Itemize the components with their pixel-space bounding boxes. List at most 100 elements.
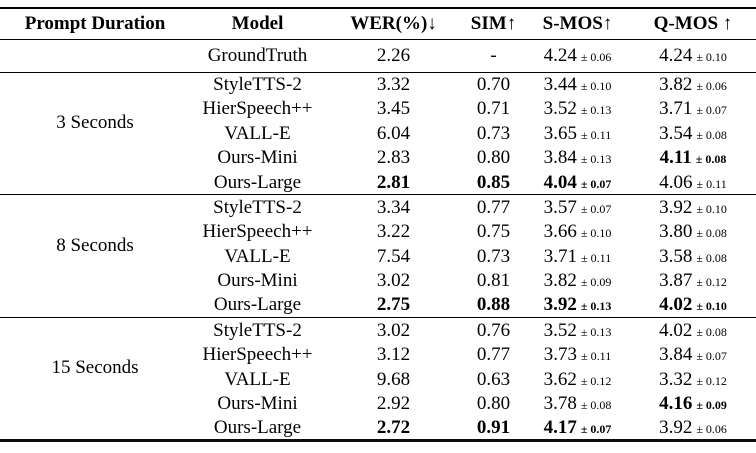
table-row: HierSpeech++ 3.22 0.75 3.66 ± 0.10 3.80 ± …: [0, 220, 756, 245]
smos-deviation: ± 0.13: [580, 324, 612, 339]
smos-value: 3.78: [543, 393, 577, 415]
smos-deviation: ± 0.09: [580, 275, 612, 290]
qmos-cell: 4.06 ± 0.11: [630, 170, 756, 196]
sim-value: 0.77: [476, 343, 511, 365]
qmos-value: 3.80: [659, 220, 693, 242]
wer-value: 2.83: [376, 147, 411, 169]
qmos-value: 3.58: [659, 245, 693, 267]
model-cell: GroundTruth: [190, 39, 325, 73]
header-smos: S-MOS↑: [525, 8, 630, 40]
qmos-deviation: ± 0.08: [696, 324, 727, 339]
header-wer: WER(%)↓: [325, 8, 462, 40]
sim-value: 0.75: [476, 220, 511, 242]
wer-value: 7.54: [376, 245, 411, 267]
model-name: HierSpeech++: [202, 220, 313, 242]
sim-value: 0.70: [476, 73, 511, 95]
smos-cell: 3.62 ± 0.12: [525, 367, 630, 392]
wer-cell: 3.34: [325, 195, 462, 220]
wer-cell: 3.02: [325, 269, 462, 294]
wer-value: 2.81: [376, 171, 411, 193]
qmos-value: 4.06: [659, 171, 693, 193]
header-prompt-duration: Prompt Duration: [0, 8, 190, 40]
model-cell: HierSpeech++: [190, 97, 325, 122]
header-sim: SIM↑: [462, 8, 525, 40]
model-name: Ours-Mini: [217, 393, 298, 415]
qmos-deviation: ± 0.10: [696, 299, 727, 314]
qmos-cell: 3.92 ± 0.10: [630, 195, 756, 220]
qmos-deviation: ± 0.09: [696, 398, 727, 413]
sim-value: 0.81: [476, 270, 511, 292]
qmos-deviation: ± 0.11: [696, 176, 727, 191]
qmos-value: 4.02: [659, 294, 693, 316]
sim-cell: 0.80: [462, 392, 525, 417]
smos-cell: 3.84 ± 0.13: [525, 146, 630, 171]
smos-value: 3.52: [543, 319, 577, 341]
section-8-seconds: 8 Seconds StyleTTS-2 3.34 0.77 3.57 ± 0.0…: [0, 194, 756, 319]
wer-value: 3.32: [376, 73, 411, 95]
qmos-value: 4.16: [659, 393, 693, 415]
header-model: Model: [190, 8, 325, 40]
model-cell: VALL-E: [190, 121, 325, 146]
model-cell: Ours-Mini: [190, 269, 325, 294]
sim-value: 0.91: [476, 416, 511, 438]
qmos-cell: 3.82 ± 0.06: [630, 72, 756, 97]
model-cell: Ours-Mini: [190, 146, 325, 171]
table-row: Ours-Mini 2.92 0.80 3.78 ± 0.08 4.16 ± 0.0…: [0, 392, 756, 417]
qmos-value: 3.87: [659, 270, 693, 292]
model-name: VALL-E: [224, 245, 291, 267]
smos-cell: 3.66 ± 0.10: [525, 220, 630, 245]
model-name: Ours-Large: [213, 416, 302, 438]
qmos-deviation: ± 0.12: [696, 275, 727, 290]
smos-deviation: ± 0.10: [580, 78, 612, 93]
duration-cell: 3 Seconds: [0, 72, 190, 196]
wer-value: 2.72: [376, 416, 411, 438]
qmos-deviation: ± 0.10: [696, 49, 727, 64]
smos-deviation: ± 0.11: [581, 127, 612, 142]
wer-cell: 6.04: [325, 121, 462, 146]
smos-cell: 4.04 ± 0.07: [525, 170, 630, 196]
model-name: HierSpeech++: [202, 97, 313, 119]
wer-cell: 3.02: [325, 318, 462, 343]
wer-value: 3.34: [376, 196, 411, 218]
smos-deviation: ± 0.11: [581, 250, 612, 265]
model-cell: Ours-Mini: [190, 392, 325, 417]
smos-value: 3.73: [543, 343, 578, 365]
table-row: Ours-Mini 2.83 0.80 3.84 ± 0.13 4.11 ± 0.0…: [0, 146, 756, 171]
sim-cell: 0.63: [462, 367, 525, 392]
table-row: VALL-E 6.04 0.73 3.65 ± 0.11 3.54 ± 0.08: [0, 121, 756, 146]
qmos-cell: 3.58 ± 0.08: [630, 244, 756, 269]
wer-cell: 3.45: [325, 97, 462, 122]
model-name: GroundTruth: [207, 44, 308, 66]
qmos-cell: 3.84 ± 0.07: [630, 343, 756, 368]
sim-value: 0.80: [476, 393, 511, 415]
table-row: VALL-E 9.68 0.63 3.62 ± 0.12 3.32 ± 0.12: [0, 367, 756, 392]
model-cell: StyleTTS-2: [190, 72, 325, 97]
duration-label: 3 Seconds: [56, 111, 134, 133]
table-row: 3 Seconds StyleTTS-2 3.32 0.70 3.44 ± 0.1…: [0, 72, 756, 196]
table-row: GroundTruth 2.26 - 4.24 ± 0.06 4.24 ± 0.10: [0, 39, 756, 73]
smos-deviation: ± 0.07: [580, 176, 612, 191]
sim-value: 0.76: [476, 319, 511, 341]
smos-value: 3.44: [543, 73, 577, 95]
sim-cell: 0.73: [462, 244, 525, 269]
wer-cell: 9.68: [325, 367, 462, 392]
smos-cell: 3.73 ± 0.11: [525, 343, 630, 368]
sim-cell: 0.77: [462, 195, 525, 220]
sim-cell: 0.91: [462, 416, 525, 441]
wer-cell: 3.22: [325, 220, 462, 245]
model-name: Ours-Mini: [217, 147, 298, 169]
qmos-cell: 4.02 ± 0.08: [630, 318, 756, 343]
model-cell: HierSpeech++: [190, 343, 325, 368]
model-cell: StyleTTS-2: [190, 195, 325, 220]
table-row: 15 Seconds StyleTTS-2 3.02 0.76 3.52 ± 0.…: [0, 318, 756, 378]
qmos-cell: 4.16 ± 0.09: [630, 392, 756, 417]
table-row: 8 Seconds StyleTTS-2 3.34 0.77 3.57 ± 0.0…: [0, 194, 756, 319]
sim-cell: 0.80: [462, 146, 525, 171]
paper-table-figure: Prompt Duration Model WER(%)↓ SIM↑ S-MOS…: [0, 7, 756, 443]
smos-deviation: ± 0.13: [580, 152, 612, 167]
qmos-deviation: ± 0.07: [696, 348, 727, 363]
duration-cell: 15 Seconds: [0, 318, 190, 441]
smos-cell: 3.44 ± 0.10: [525, 72, 630, 97]
wer-value: 2.92: [376, 393, 411, 415]
smos-value: 3.66: [543, 220, 577, 242]
